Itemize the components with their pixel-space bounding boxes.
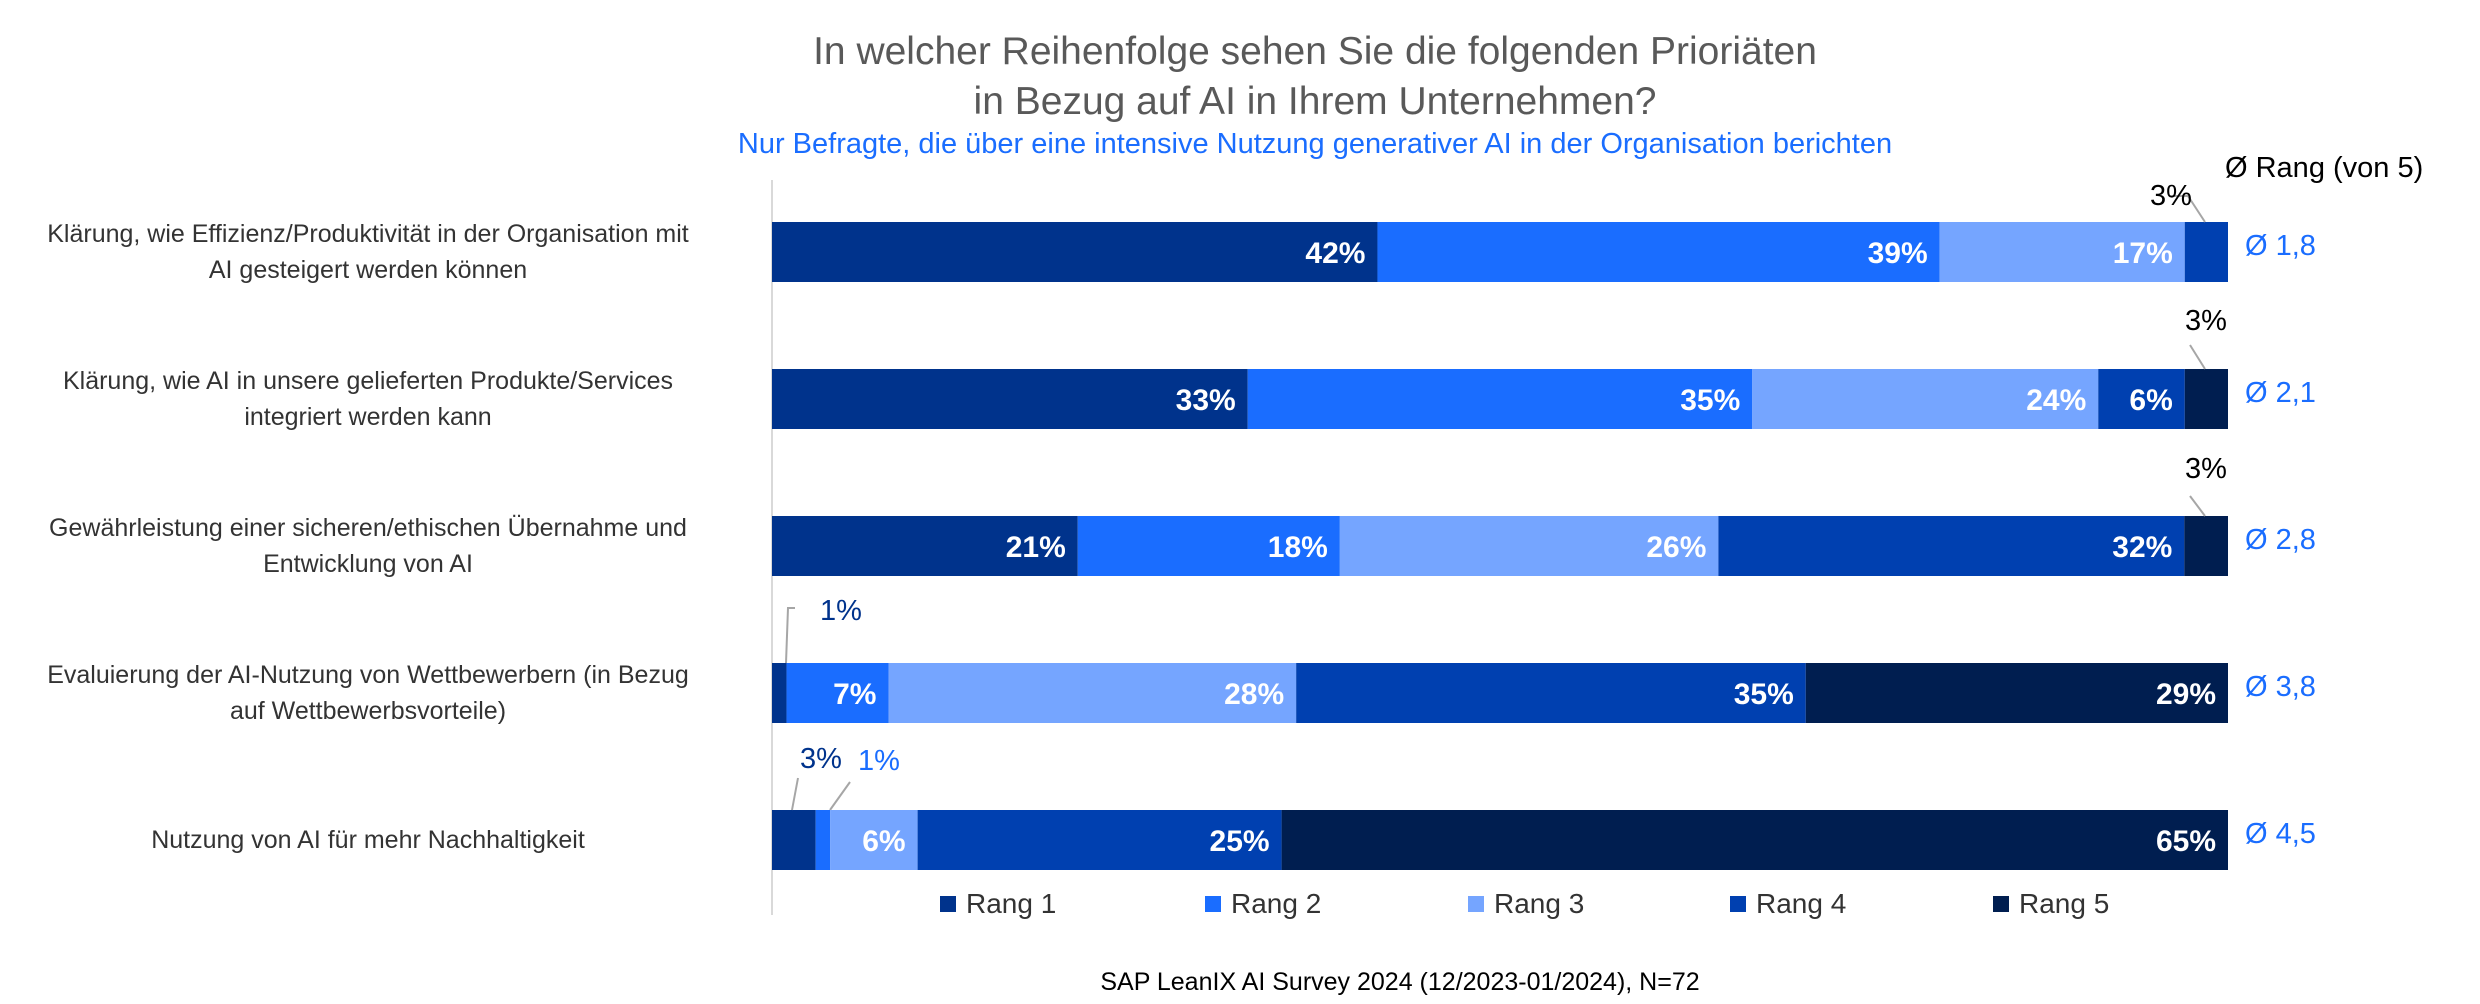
legend-label: Rang 5 (2019, 888, 2110, 919)
leader-line (2189, 495, 2206, 517)
data-label: 1% (858, 745, 900, 777)
category-label-line: Entwicklung von AI (263, 550, 473, 578)
bar-segment (1377, 222, 1940, 282)
avg-rank-header: Ø Rang (von 5) (2225, 152, 2424, 184)
category-label: Nutzung von AI für mehr Nachhaltigkeit (0, 822, 748, 858)
source-note: SAP LeanIX AI Survey 2024 (12/2023-01/20… (1100, 968, 1700, 996)
data-label: 3% (2185, 453, 2227, 485)
bar-segment (1339, 516, 1719, 576)
avg-rank-label: Ø 1,8 (2245, 230, 2316, 262)
category-label-line: Evaluierung der AI-Nutzung von Wettbewer… (47, 661, 689, 689)
chart-title-line-2: in Bezug auf AI in Ihrem Unternehmen? (973, 80, 1657, 123)
category-label-line: auf Wettbewerbsvorteile) (229, 697, 507, 725)
data-label: 6% (862, 825, 905, 858)
bar-segment (1752, 369, 2099, 429)
bar-segment (772, 663, 787, 723)
data-label: 28% (1224, 678, 1284, 711)
bar-segment (772, 222, 1378, 282)
bar-segment (830, 810, 918, 870)
bar-segment (2184, 516, 2228, 576)
bar-segment (1077, 516, 1340, 576)
legend-item: Rang 2 (1205, 888, 1321, 920)
category-label-line: Nutzung von AI für mehr Nachhaltigkeit (151, 826, 585, 854)
legend-swatch (1993, 896, 2009, 912)
category-label-line: integriert werden kann (244, 403, 492, 431)
bar-segment (2184, 369, 2228, 429)
category-label-line: Klärung, wie Effizienz/Produktivität in … (47, 220, 689, 248)
bar-segment (1296, 663, 1806, 723)
bar-segment (1805, 663, 2228, 723)
category-label-line: Gewährleistung einer sicheren/ethischen … (49, 514, 687, 542)
category-label: Klärung, wie Effizienz/Produktivität in … (0, 216, 748, 288)
data-label: 7% (833, 678, 876, 711)
legend-item: Rang 5 (1993, 888, 2109, 920)
avg-rank-label: Ø 2,8 (2245, 524, 2316, 556)
category-label: Gewährleistung einer sicheren/ethischen … (0, 510, 748, 582)
bar-segment (917, 810, 1282, 870)
bar-segment (2098, 369, 2185, 429)
data-label: 1% (820, 595, 862, 627)
leader-line (2189, 344, 2206, 370)
legend-item: Rang 1 (940, 888, 1056, 920)
data-label: 35% (1734, 678, 1794, 711)
data-label: 25% (1210, 825, 1270, 858)
data-label: 3% (2150, 180, 2192, 212)
leader-line (829, 781, 851, 811)
data-label: 21% (1006, 531, 1066, 564)
legend-swatch (1205, 896, 1221, 912)
bar-segment (772, 516, 1078, 576)
chart-subtitle: Nur Befragte, die über eine intensive Nu… (737, 128, 1893, 160)
legend-label: Rang 3 (1494, 888, 1585, 919)
bar-segment (815, 810, 831, 870)
avg-rank-label: Ø 3,8 (2245, 671, 2316, 703)
data-label: 24% (2026, 384, 2086, 417)
avg-rank-label: Ø 2,1 (2245, 377, 2316, 409)
bar-segment (1718, 516, 2185, 576)
legend-label: Rang 4 (1756, 888, 1847, 919)
legend-label: Rang 2 (1231, 888, 1322, 919)
leader-line (791, 777, 799, 811)
category-label: Evaluierung der AI-Nutzung von Wettbewer… (0, 657, 748, 729)
bar-segment (1939, 222, 2185, 282)
legend-swatch (1468, 896, 1484, 912)
data-label: 33% (1176, 384, 1236, 417)
legend-item: Rang 3 (1468, 888, 1584, 920)
bar-segment (888, 663, 1297, 723)
data-label: 3% (800, 743, 842, 775)
data-label: 17% (2113, 237, 2173, 270)
category-label: Klärung, wie AI in unsere gelieferten Pr… (0, 363, 748, 435)
bar-segment (1281, 810, 2228, 870)
data-label: 32% (2112, 531, 2172, 564)
bar-segment (786, 663, 889, 723)
leader-line (785, 607, 795, 664)
data-label: 39% (1868, 237, 1928, 270)
legend-swatch (940, 896, 956, 912)
data-label: 26% (1646, 531, 1706, 564)
avg-rank-label: Ø 4,5 (2245, 818, 2316, 850)
legend-swatch (1730, 896, 1746, 912)
leader-line (2170, 195, 2206, 223)
data-label: 35% (1680, 384, 1740, 417)
data-label: 29% (2156, 678, 2216, 711)
bar-segment (772, 369, 1248, 429)
data-label: 65% (2156, 825, 2216, 858)
data-label: 6% (2129, 384, 2172, 417)
data-label: 42% (1305, 237, 1365, 270)
chart-title-line-1: In welcher Reihenfolge sehen Sie die fol… (813, 30, 1817, 73)
bar-segment (2184, 222, 2228, 282)
category-label-line: Klärung, wie AI in unsere gelieferten Pr… (62, 367, 674, 395)
bar-segment (1247, 369, 1753, 429)
data-label: 3% (2185, 305, 2227, 337)
legend-label: Rang 1 (966, 888, 1057, 919)
legend-item: Rang 4 (1730, 888, 1846, 920)
bar-segment (772, 810, 816, 870)
category-label-line: AI gesteigert werden können (208, 256, 528, 284)
data-label: 18% (1268, 531, 1328, 564)
